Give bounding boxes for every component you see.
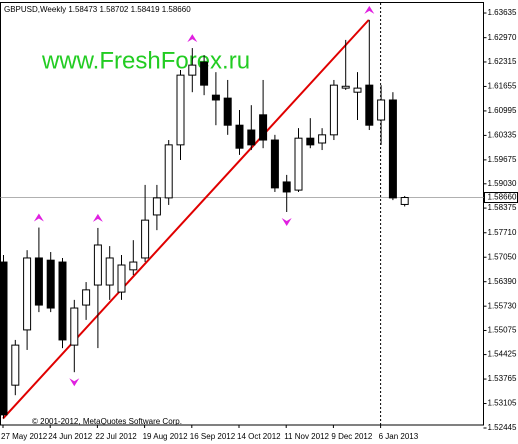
y-tick-label: 1.62970 (488, 33, 517, 42)
candle-body (259, 114, 268, 141)
y-tick-label: 1.63635 (488, 8, 517, 17)
x-tick-label: 27 May 2012 (1, 432, 48, 441)
copyright: © 2001-2012, MetaQuotes Software Corp. (32, 417, 182, 426)
x-tick-label: 11 Nov 2012 (284, 432, 329, 441)
candle-body (82, 289, 91, 306)
candle-body (200, 61, 209, 86)
plot-frame (0, 2, 484, 426)
y-tick-label: 1.54425 (488, 350, 517, 359)
candle-body (365, 84, 374, 126)
x-tick-label: 6 Jan 2013 (379, 432, 419, 441)
y-tick-label: 1.53105 (488, 399, 517, 408)
candle-body (270, 139, 279, 189)
fractal-up (187, 34, 198, 43)
fractal-up (92, 213, 103, 222)
x-tick-label: 24 Jun 2012 (48, 432, 93, 441)
y-tick-label: 1.62315 (488, 57, 517, 66)
x-tick-label: 9 Dec 2012 (331, 432, 372, 441)
candle-body (129, 261, 138, 271)
candle-body (247, 129, 256, 146)
candle-body (70, 307, 79, 346)
candle-body (388, 99, 397, 199)
watermark: www.FreshForex.ru (41, 47, 250, 74)
price-label: 1.58660 (488, 193, 517, 202)
candle-body (318, 134, 327, 144)
x-tick-label: 16 Sep 2012 (190, 432, 236, 441)
candle-body (353, 87, 362, 93)
y-tick-label: 1.59675 (488, 155, 517, 164)
fractal-up (364, 5, 375, 14)
x-tick-label: 22 Jul 2012 (95, 432, 137, 441)
fractal-down (69, 378, 80, 387)
candle-body (152, 197, 161, 216)
candle-body (93, 244, 102, 286)
candle-body (0, 261, 8, 416)
fractal-down (281, 217, 292, 226)
candle-body (117, 264, 126, 293)
candle-body (46, 259, 55, 309)
x-tick-label: 19 Aug 2012 (143, 432, 188, 441)
candle-body (377, 99, 386, 121)
y-tick-label: 1.60335 (488, 131, 517, 140)
candle-body (141, 219, 150, 259)
candle-body (294, 137, 303, 191)
y-tick-label: 1.58375 (488, 203, 517, 212)
chart-title: GBPUSD,Weekly 1.58473 1.58702 1.58419 1.… (4, 5, 191, 14)
candle-body (400, 197, 409, 205)
trendline (2, 19, 370, 420)
y-tick-label: 1.52445 (488, 423, 517, 432)
y-tick-label: 1.53765 (488, 374, 517, 383)
candle-body (105, 257, 114, 286)
candle-body (176, 74, 185, 146)
candle-body (58, 261, 67, 341)
candle-body (223, 97, 232, 126)
candle-body (341, 85, 350, 89)
candle-body (11, 344, 20, 386)
y-tick-label: 1.59030 (488, 179, 517, 188)
candle-body (23, 257, 32, 331)
candle-body (282, 181, 291, 193)
y-tick-label: 1.55730 (488, 301, 517, 310)
candle-body (306, 137, 315, 146)
y-tick-label: 1.56390 (488, 277, 517, 286)
fractal-up (33, 213, 44, 222)
y-tick-label: 1.57710 (488, 228, 517, 237)
candle-body (188, 64, 197, 76)
candle-body (164, 144, 173, 199)
candle-body (329, 84, 338, 136)
x-tick-label: 14 Oct 2012 (237, 432, 281, 441)
y-tick-label: 1.60995 (488, 106, 517, 115)
y-tick-label: 1.55075 (488, 326, 517, 335)
y-tick-label: 1.61655 (488, 82, 517, 91)
candle-body (211, 94, 220, 101)
candle-body (34, 257, 43, 306)
y-tick-label: 1.57050 (488, 252, 517, 261)
candle-body (235, 124, 244, 149)
